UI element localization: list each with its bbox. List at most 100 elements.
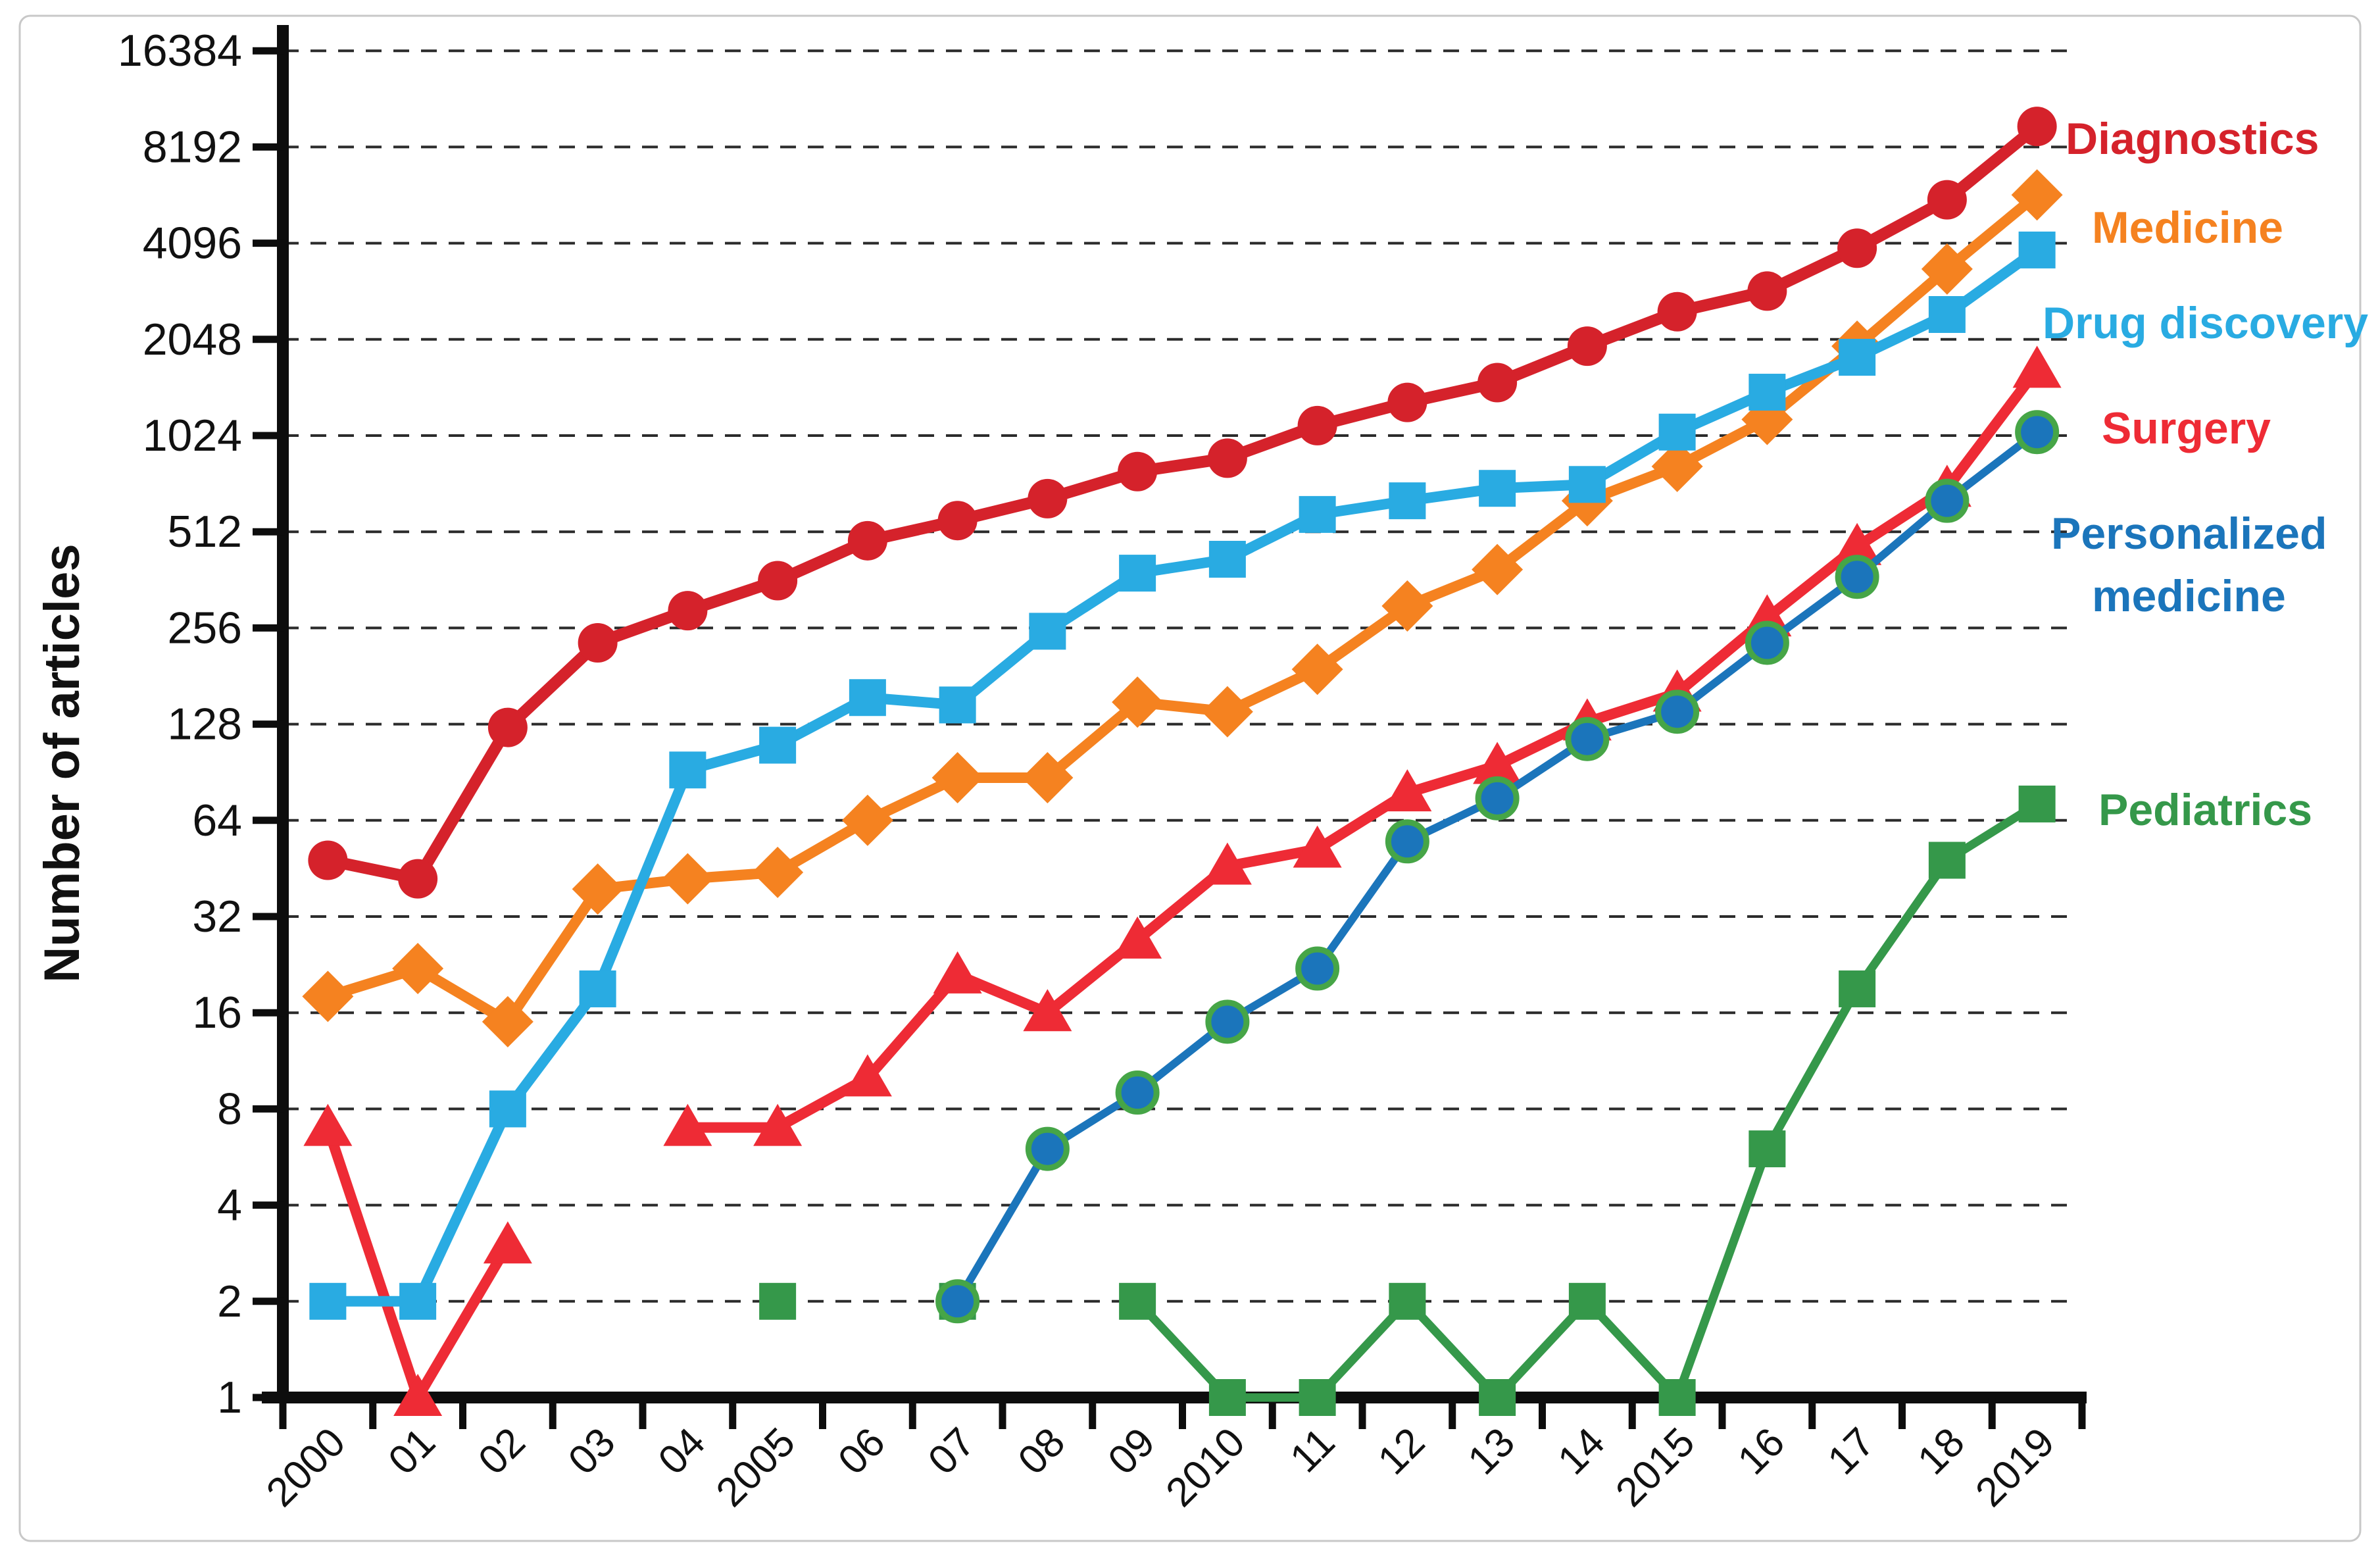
x-tick-label-17: 17 <box>1819 1419 1883 1484</box>
marker-surgery <box>1293 825 1342 868</box>
y-tick-label-16384: 16384 <box>118 26 242 76</box>
marker-pediatrics <box>2018 785 2056 822</box>
marker-surgery <box>483 1221 532 1264</box>
x-tick-label-11: 11 <box>1281 1419 1343 1481</box>
marker-diagnostics <box>1567 326 1607 366</box>
marker-diagnostics <box>1837 228 1877 268</box>
marker-drug-discovery <box>1568 466 1606 503</box>
marker-surgery <box>1473 742 1522 784</box>
marker-drug-discovery <box>1119 555 1156 592</box>
marker-pediatrics <box>1479 1379 1516 1416</box>
x-tick-label-12: 12 <box>1370 1419 1434 1484</box>
x-tick-label-16: 16 <box>1729 1419 1794 1484</box>
marker-medicine <box>931 752 983 804</box>
marker-diagnostics <box>937 501 978 541</box>
y-tick-label-2048: 2048 <box>143 315 242 365</box>
series-line-diagnostics <box>322 120 2043 885</box>
marker-personalized-medicine <box>1655 690 1700 734</box>
x-tick-label-06: 06 <box>830 1419 894 1484</box>
marker-drug-discovery <box>669 751 707 789</box>
marker-personalized-medicine <box>935 1279 980 1324</box>
marker-drug-discovery <box>489 1090 526 1128</box>
marker-surgery <box>1202 842 1252 885</box>
marker-medicine <box>752 846 804 898</box>
marker-drug-discovery <box>1029 613 1066 650</box>
marker-medicine <box>572 863 624 915</box>
marker-surgery <box>843 1054 892 1097</box>
marker-drug-discovery <box>2018 231 2056 268</box>
marker-diagnostics <box>1477 363 1518 403</box>
marker-pediatrics <box>759 1282 797 1320</box>
marker-medicine <box>1381 580 1433 632</box>
marker-personalized-medicine <box>1115 1071 1160 1115</box>
y-tick-label-2: 2 <box>217 1276 242 1326</box>
marker-drug-discovery <box>1748 374 1786 411</box>
legend-label-diagnostics: Diagnostics <box>2066 114 2319 164</box>
marker-diagnostics <box>758 561 798 601</box>
marker-pediatrics <box>1119 1282 1156 1320</box>
marker-diagnostics <box>1118 451 1158 491</box>
marker-surgery <box>753 1103 803 1146</box>
marker-diagnostics <box>1028 478 1068 518</box>
marker-surgery <box>663 1103 712 1146</box>
y-tick-label-64: 64 <box>192 795 242 845</box>
marker-diagnostics <box>578 622 618 663</box>
x-tick-label-08: 08 <box>1010 1419 1074 1484</box>
x-tick-label-14: 14 <box>1549 1419 1614 1484</box>
x-tick-label-09: 09 <box>1099 1419 1164 1484</box>
y-tick-label-256: 256 <box>168 603 242 653</box>
y-tick-label-4: 4 <box>217 1180 242 1230</box>
marker-surgery <box>1383 769 1432 812</box>
x-tick-label-2005: 2005 <box>708 1419 804 1515</box>
marker-drug-discovery <box>1479 470 1516 507</box>
x-tick-label-07: 07 <box>920 1419 984 1484</box>
marker-medicine <box>1651 440 1703 492</box>
marker-drug-discovery <box>309 1282 347 1320</box>
x-tick-label-2019: 2019 <box>1967 1419 2063 1515</box>
y-tick-label-32: 32 <box>192 892 242 942</box>
marker-diagnostics <box>668 591 708 631</box>
marker-medicine <box>392 943 444 995</box>
marker-personalized-medicine <box>1385 819 1429 864</box>
marker-diagnostics <box>487 707 528 747</box>
marker-diagnostics <box>2017 107 2057 147</box>
marker-pediatrics <box>1928 842 1966 879</box>
x-tick-label-2010: 2010 <box>1157 1419 1253 1515</box>
y-tick-label-8192: 8192 <box>143 122 242 172</box>
marker-medicine <box>1201 686 1253 738</box>
figure-border <box>18 14 2362 1542</box>
marker-medicine <box>302 970 354 1022</box>
marker-personalized-medicine <box>1025 1126 1070 1171</box>
y-tick-label-512: 512 <box>168 507 242 557</box>
legend-label-personalized-medicine: medicine <box>2092 571 2286 621</box>
marker-drug-discovery <box>399 1282 437 1320</box>
marker-personalized-medicine <box>1295 946 1340 991</box>
marker-surgery <box>393 1374 443 1416</box>
marker-diagnostics <box>1387 382 1427 422</box>
marker-diagnostics <box>847 520 887 561</box>
marker-drug-discovery <box>1208 540 1246 578</box>
marker-surgery <box>1023 989 1072 1032</box>
marker-drug-discovery <box>579 970 616 1007</box>
marker-diagnostics <box>1297 405 1337 445</box>
marker-personalized-medicine <box>1205 999 1250 1044</box>
legend-label-surgery: Surgery <box>2102 403 2271 453</box>
marker-personalized-medicine <box>1475 776 1520 820</box>
marker-medicine <box>1472 543 1524 595</box>
marker-diagnostics <box>398 859 438 899</box>
y-tick-label-1024: 1024 <box>143 411 242 461</box>
marker-diagnostics <box>1927 180 1967 220</box>
marker-medicine <box>841 794 893 846</box>
marker-drug-discovery <box>849 679 886 717</box>
legend-label-medicine: Medicine <box>2092 203 2283 253</box>
marker-personalized-medicine <box>1745 620 1789 665</box>
marker-drug-discovery <box>939 686 976 724</box>
x-tick-label-01: 01 <box>380 1419 444 1484</box>
marker-drug-discovery <box>1839 339 1876 376</box>
marker-personalized-medicine <box>1835 555 1879 599</box>
y-tick-label-1: 1 <box>217 1373 242 1423</box>
marker-surgery <box>1113 916 1162 959</box>
marker-medicine <box>1112 676 1164 728</box>
